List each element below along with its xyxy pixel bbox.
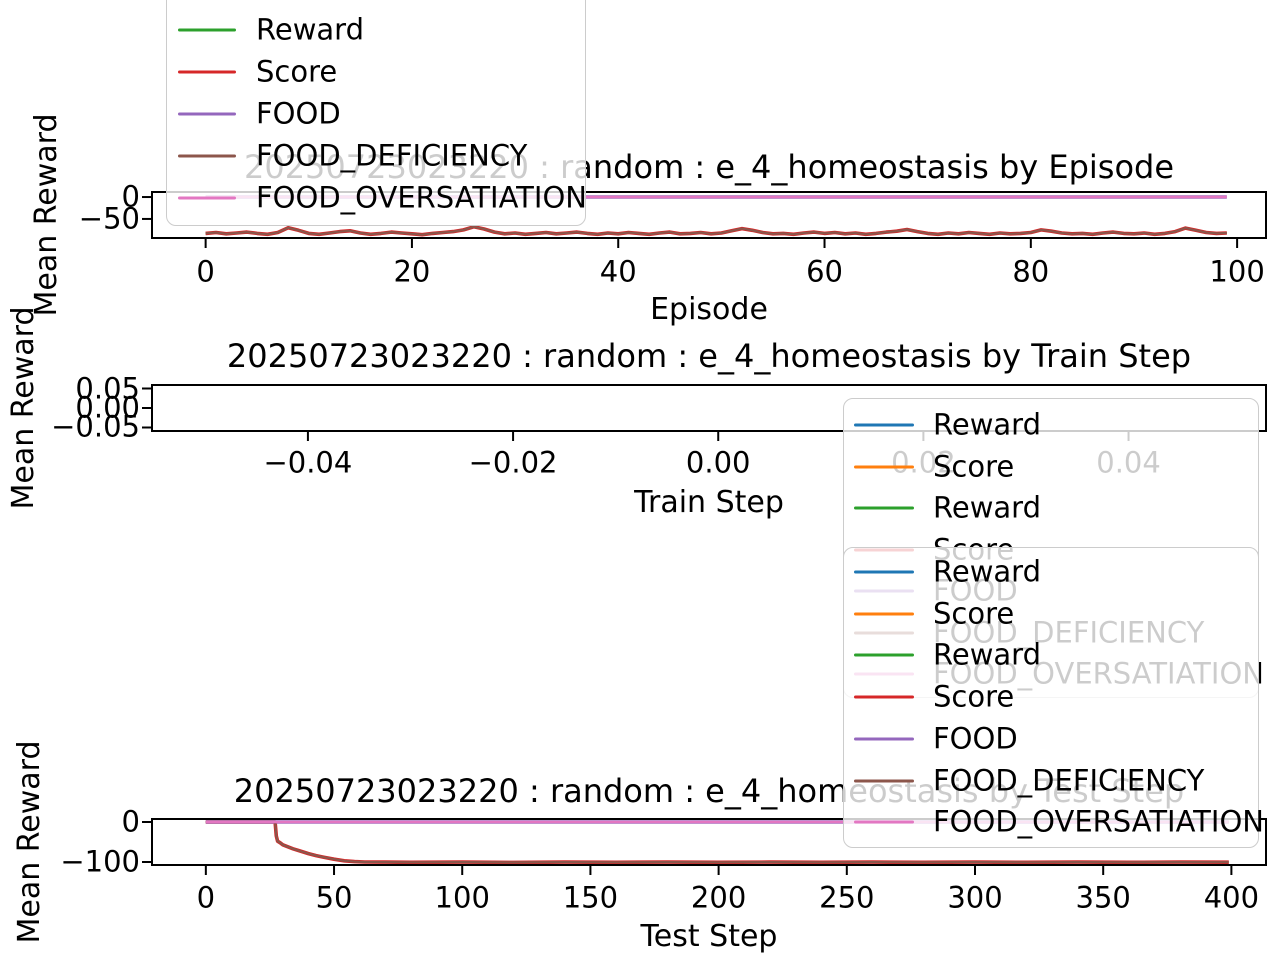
legend-entry-label: Reward xyxy=(933,554,1041,589)
legend-sample-line-orange xyxy=(854,612,914,616)
x-tick-label: 100 xyxy=(434,880,490,915)
x-tick-label: 150 xyxy=(562,880,619,915)
x-tick-label: 300 xyxy=(947,880,1003,915)
legend-sample-line-green xyxy=(854,653,914,657)
legend-sample-line-red xyxy=(854,695,914,699)
x-tick-label: 0 xyxy=(196,880,216,915)
legend-entry-label: FOOD xyxy=(933,721,1018,756)
y-tick-label: 0 xyxy=(121,804,140,839)
x-tick-label: 400 xyxy=(1203,880,1260,915)
x-tick-label: 60 xyxy=(806,254,843,289)
x-tick-label: 20 xyxy=(393,254,431,289)
y-tick-label: −0.05 xyxy=(51,409,140,444)
legend-sample-line-blue xyxy=(854,423,914,427)
legend-entry-label: Score xyxy=(933,449,1015,483)
x-tick-label: −0.04 xyxy=(263,445,353,480)
x-tick-label: −0.02 xyxy=(468,445,558,480)
x-tick-label: 50 xyxy=(315,880,353,915)
legend-entry-label: Score xyxy=(933,596,1015,631)
x-tick-label: 0.00 xyxy=(685,445,751,480)
x-tick-label: 80 xyxy=(1012,254,1050,289)
y-axis-label: Mean Reward xyxy=(6,306,41,510)
y-tick-label: 0.05 xyxy=(75,371,140,405)
y-axis-label: Mean Reward xyxy=(29,113,64,317)
x-tick-label: 350 xyxy=(1075,880,1131,915)
series-line-food_deficiency-brown xyxy=(205,820,1229,864)
legend-sample-line-green xyxy=(854,506,914,510)
x-axis-label: Train Step xyxy=(634,485,784,520)
legend-entry-label: FOOD_DEFICIENCY xyxy=(256,138,528,173)
axes-frame xyxy=(151,818,1267,866)
legend-entry-label: FOOD_DEFICIENCY xyxy=(933,763,1205,797)
legend-sample-line-green xyxy=(178,28,236,32)
legend-sample-line-red xyxy=(178,70,236,74)
x-axis-label: Episode xyxy=(650,292,768,327)
x-tick-label: 40 xyxy=(599,254,637,289)
legend-entry-label: Score xyxy=(933,679,1015,714)
legend-entry-label: Score xyxy=(256,54,338,89)
x-tick-label: 200 xyxy=(690,880,747,915)
legend-sample-line-blue xyxy=(854,570,914,574)
x-tick-label: 100 xyxy=(1209,254,1265,289)
y-tick-label: −50 xyxy=(78,201,140,236)
legend-entry-label: Reward xyxy=(933,637,1041,672)
series-line-food_deficiency-brown xyxy=(205,225,1227,236)
legend-sample-line-pink xyxy=(178,196,236,200)
legend-entry-label: Reward xyxy=(933,407,1041,442)
legend-sample-line-brown xyxy=(178,154,236,158)
y-tick-label: −100 xyxy=(60,844,140,879)
x-tick-label: 0 xyxy=(196,254,215,289)
y-tick-label: 0.00 xyxy=(75,390,140,425)
legend-test-step: Reward Score Reward Score FOOD FOOD_DEFICIENC… xyxy=(843,547,1264,848)
legend-entry-label: Reward xyxy=(256,12,364,47)
legend-entry-label: Reward xyxy=(933,490,1041,525)
legend-sample-line-purple xyxy=(854,737,914,741)
legend-sample-line-orange xyxy=(854,465,914,468)
legend-entry-label: FOOD_OVERSATIATION xyxy=(256,180,587,215)
x-axis-label: Test Step xyxy=(640,919,778,954)
legend-sample-line-brown xyxy=(854,779,914,782)
axes-frame xyxy=(151,191,1267,239)
y-tick-label: 0 xyxy=(121,179,140,214)
legend-sample-line-purple xyxy=(178,112,236,116)
x-tick-label: 250 xyxy=(819,880,875,915)
y-axis-label: Mean Reward xyxy=(12,740,47,944)
legend-entry-label: FOOD xyxy=(256,96,341,131)
legend-episode: Reward Score FOOD FOOD_DEFICIENCY FOOD_OVERS… xyxy=(166,0,587,226)
legend-entry-label: FOOD_OVERSATIATION xyxy=(933,804,1264,839)
chart-title: 20250723023220 : random : e_4_homeostasi… xyxy=(226,337,1192,375)
legend-sample-line-pink xyxy=(854,820,914,824)
